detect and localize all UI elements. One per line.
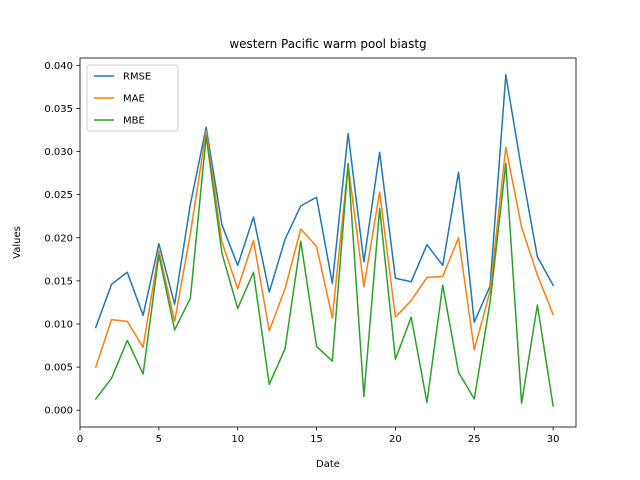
x-tick-label: 0: [77, 434, 83, 445]
x-tick-label: 20: [389, 434, 402, 445]
x-tick-label: 30: [547, 434, 560, 445]
legend-label-mae: MAE: [123, 94, 145, 105]
x-tick-label: 15: [310, 434, 323, 445]
plot-frame: [79, 57, 577, 428]
y-tick-label: 0.025: [44, 190, 73, 201]
x-tick-label: 5: [156, 434, 162, 445]
series-line-mae: [94, 130, 555, 369]
legend: RMSE MAE MBE: [86, 64, 179, 132]
y-tick-label: 0.020: [44, 233, 73, 244]
y-tick-label: 0.015: [44, 276, 73, 287]
y-tick-label: 0.030: [44, 147, 73, 158]
x-axis-label: Date: [316, 459, 340, 470]
y-tick-label: 0.035: [44, 104, 73, 115]
y-axis-label: Values: [12, 226, 23, 259]
y-tick-label: 0.040: [44, 61, 73, 72]
series-line-mbe: [94, 135, 554, 407]
chart-title: western Pacific warm pool biastg: [229, 37, 426, 51]
y-tick-label: 0.005: [44, 363, 73, 374]
x-tick-label: 10: [231, 434, 244, 445]
series-line-rmse: [94, 74, 555, 329]
x-tick-label: 25: [468, 434, 481, 445]
legend-label-rmse: RMSE: [123, 72, 151, 83]
legend-box: [86, 64, 179, 132]
legend-label-mbe: MBE: [123, 116, 145, 127]
y-tick-label: 0.010: [44, 319, 73, 330]
y-tick-label: 0.000: [44, 406, 73, 417]
